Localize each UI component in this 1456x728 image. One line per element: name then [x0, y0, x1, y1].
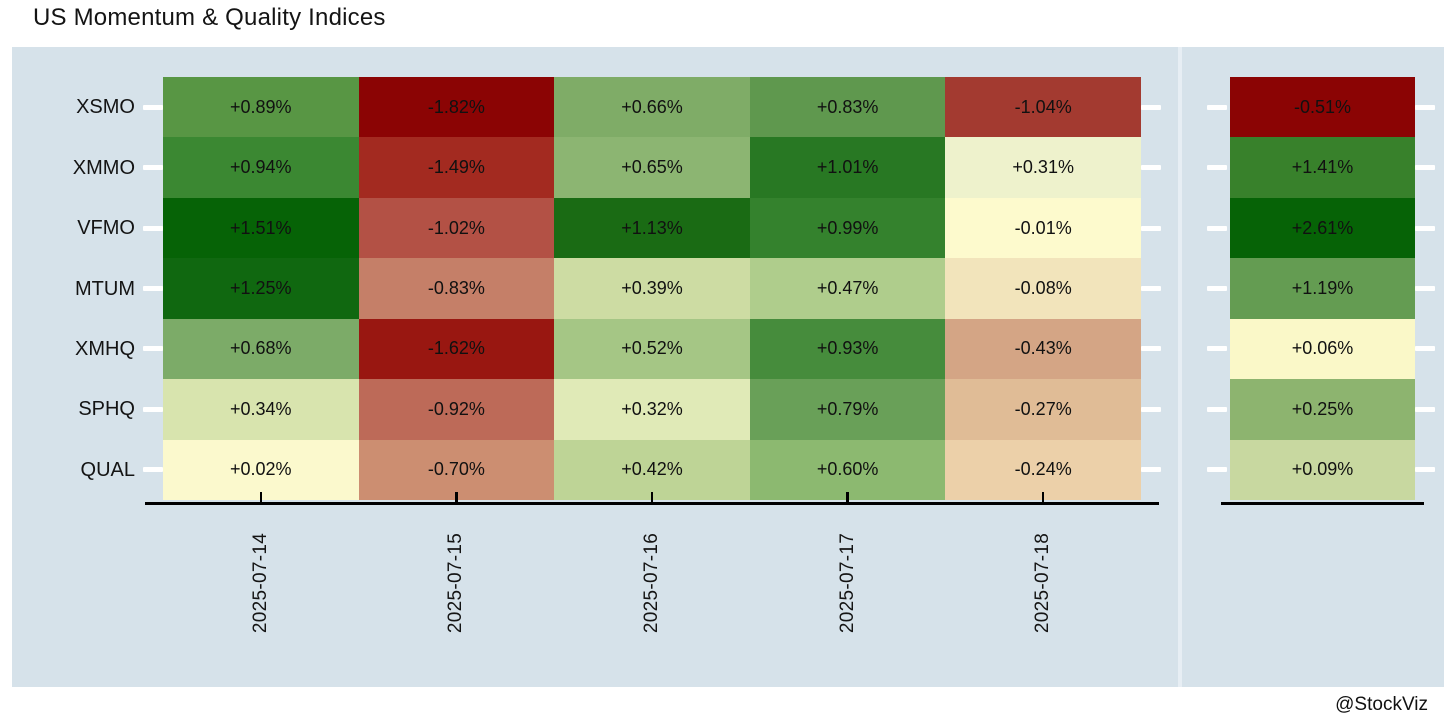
heatmap-cell-MTUM-2025-07-18: -0.08%	[945, 258, 1141, 319]
heatmap-cell-QUAL-2025-07-16: +0.42%	[554, 439, 750, 500]
heatmap-cell-SPHQ-2025-07-15: -0.92%	[358, 379, 555, 440]
total-cell-XMHQ: +0.06%	[1230, 318, 1415, 380]
y-tick-dash	[1207, 286, 1227, 291]
y-tick-dash	[1207, 467, 1227, 473]
watermark: @StockViz	[1335, 694, 1428, 715]
heatmap-cell-XMHQ-2025-07-17: +0.93%	[749, 318, 946, 380]
daily-returns-heatmap: +0.89% -1.82% +0.66% +0.83% -1.04% +0.94% -1.4…	[163, 77, 1141, 500]
x-tick-label-2025-07-15: 2025-07-15	[445, 532, 467, 634]
heatmap-cell-XSMO-2025-07-16: +0.66%	[554, 77, 750, 138]
y-tick-dash	[143, 165, 163, 171]
x-tick-label-2025-07-16: 2025-07-16	[641, 532, 662, 634]
heatmap-cell-XSMO-2025-07-17: +0.83%	[749, 77, 946, 138]
heatmap-cell-VFMO-2025-07-15: -1.02%	[358, 197, 555, 259]
heatmap-cell-XMMO-2025-07-17: +1.01%	[749, 137, 946, 198]
total-cell-XSMO: -0.51%	[1230, 77, 1415, 138]
x-tick	[650, 492, 654, 503]
y-tick-dash	[143, 225, 163, 231]
heatmap-cell-SPHQ-2025-07-17: +0.79%	[749, 379, 946, 440]
y-tick-dash	[1207, 165, 1227, 171]
heatmap-cell-QUAL-2025-07-15: -0.70%	[358, 439, 555, 500]
heatmap-cell-VFMO-2025-07-17: +0.99%	[749, 197, 946, 259]
y-tick-dash	[1415, 286, 1435, 291]
heatmap-cell-SPHQ-2025-07-14: +0.34%	[163, 379, 359, 440]
heatmap-cell-MTUM-2025-07-17: +0.47%	[749, 258, 946, 319]
heatmap-cell-XMMO-2025-07-15: -1.49%	[358, 137, 555, 198]
row-label-VFMO: VFMO	[77, 217, 135, 240]
total-x-axis-line	[1221, 502, 1424, 505]
total-cell-XMMO: +1.41%	[1230, 137, 1415, 198]
heatmap-cell-VFMO-2025-07-14: +1.51%	[163, 197, 359, 259]
y-tick-dash	[1141, 467, 1161, 473]
y-tick-dash	[1415, 406, 1435, 412]
heatmap-cell-MTUM-2025-07-15: -0.83%	[358, 258, 555, 319]
y-tick-dash	[1415, 346, 1435, 352]
row-label-QUAL: QUAL	[80, 458, 135, 481]
total-cell-SPHQ: +0.25%	[1230, 379, 1415, 440]
heatmap-cell-XMMO-2025-07-18: +0.31%	[945, 137, 1141, 198]
heatmap-cell-XSMO-2025-07-18: -1.04%	[945, 77, 1141, 138]
x-tick	[846, 492, 849, 503]
heatmap-cell-XMHQ-2025-07-14: +0.68%	[163, 318, 359, 380]
main-x-axis-line	[145, 502, 1159, 505]
y-tick-dash	[143, 286, 163, 291]
row-label-XMHQ: XMHQ	[75, 337, 135, 360]
heatmap-cell-QUAL-2025-07-17: +0.60%	[749, 439, 946, 500]
heatmap-cell-XMHQ-2025-07-16: +0.52%	[554, 318, 750, 380]
x-tick-label-2025-07-18: 2025-07-18	[1032, 532, 1054, 634]
y-tick-dash	[1141, 346, 1161, 352]
y-tick-dash	[1141, 286, 1161, 291]
heatmap-cell-XSMO-2025-07-15: -1.82%	[358, 77, 555, 138]
cumulative-returns-heatmap: -0.51% +1.41% +2.61% +1.19% +0.06% +0.25% +0.0…	[1230, 77, 1415, 500]
y-tick-dash	[1415, 104, 1435, 110]
page-title: US Momentum & Quality Indices	[33, 4, 386, 31]
x-tick	[455, 492, 458, 503]
row-label-XMMO: XMMO	[72, 156, 135, 179]
y-tick-dash	[143, 467, 163, 473]
y-tick-dash	[1415, 467, 1435, 473]
heatmap-cell-XSMO-2025-07-14: +0.89%	[163, 77, 359, 138]
y-tick-dash	[1141, 104, 1161, 110]
panel-divider	[1178, 47, 1182, 687]
heatmap-cell-XMMO-2025-07-14: +0.94%	[163, 137, 359, 198]
y-tick-dash	[1207, 346, 1227, 352]
row-label-MTUM: MTUM	[75, 277, 135, 300]
x-tick-label-2025-07-17: 2025-07-17	[836, 532, 858, 634]
x-tick	[259, 492, 263, 503]
total-cell-MTUM: +1.19%	[1230, 258, 1415, 319]
y-tick-dash	[1141, 165, 1161, 171]
y-tick-dash	[143, 346, 163, 352]
y-tick-dash	[1207, 225, 1227, 231]
y-tick-dash	[1415, 165, 1435, 171]
y-tick-dash	[143, 104, 163, 110]
heatmap-cell-MTUM-2025-07-16: +0.39%	[554, 258, 750, 319]
heatmap-cell-QUAL-2025-07-14: +0.02%	[163, 439, 359, 500]
row-label-XSMO: XSMO	[76, 96, 135, 119]
heatmap-cell-XMHQ-2025-07-18: -0.43%	[945, 318, 1141, 380]
heatmap-cell-XMHQ-2025-07-15: -1.62%	[358, 318, 555, 380]
y-tick-dash	[1141, 225, 1161, 231]
y-tick-dash	[1415, 225, 1435, 231]
y-tick-dash	[143, 406, 163, 412]
x-tick	[1041, 492, 1045, 503]
heatmap-cell-SPHQ-2025-07-18: -0.27%	[945, 379, 1141, 440]
total-cell-VFMO: +2.61%	[1230, 197, 1415, 259]
total-cell-QUAL: +0.09%	[1230, 439, 1415, 500]
heatmap-cell-QUAL-2025-07-18: -0.24%	[945, 439, 1141, 500]
y-tick-dash	[1141, 406, 1161, 412]
heatmap-cell-MTUM-2025-07-14: +1.25%	[163, 258, 359, 319]
row-label-SPHQ: SPHQ	[78, 398, 135, 421]
x-tick-label-2025-07-14: 2025-07-14	[249, 532, 271, 634]
heatmap-cell-VFMO-2025-07-18: -0.01%	[945, 197, 1141, 259]
heatmap-cell-SPHQ-2025-07-16: +0.32%	[554, 379, 750, 440]
y-tick-dash	[1207, 104, 1227, 110]
y-tick-dash	[1207, 406, 1227, 412]
heatmap-cell-XMMO-2025-07-16: +0.65%	[554, 137, 750, 198]
heatmap-cell-VFMO-2025-07-16: +1.13%	[554, 197, 750, 259]
